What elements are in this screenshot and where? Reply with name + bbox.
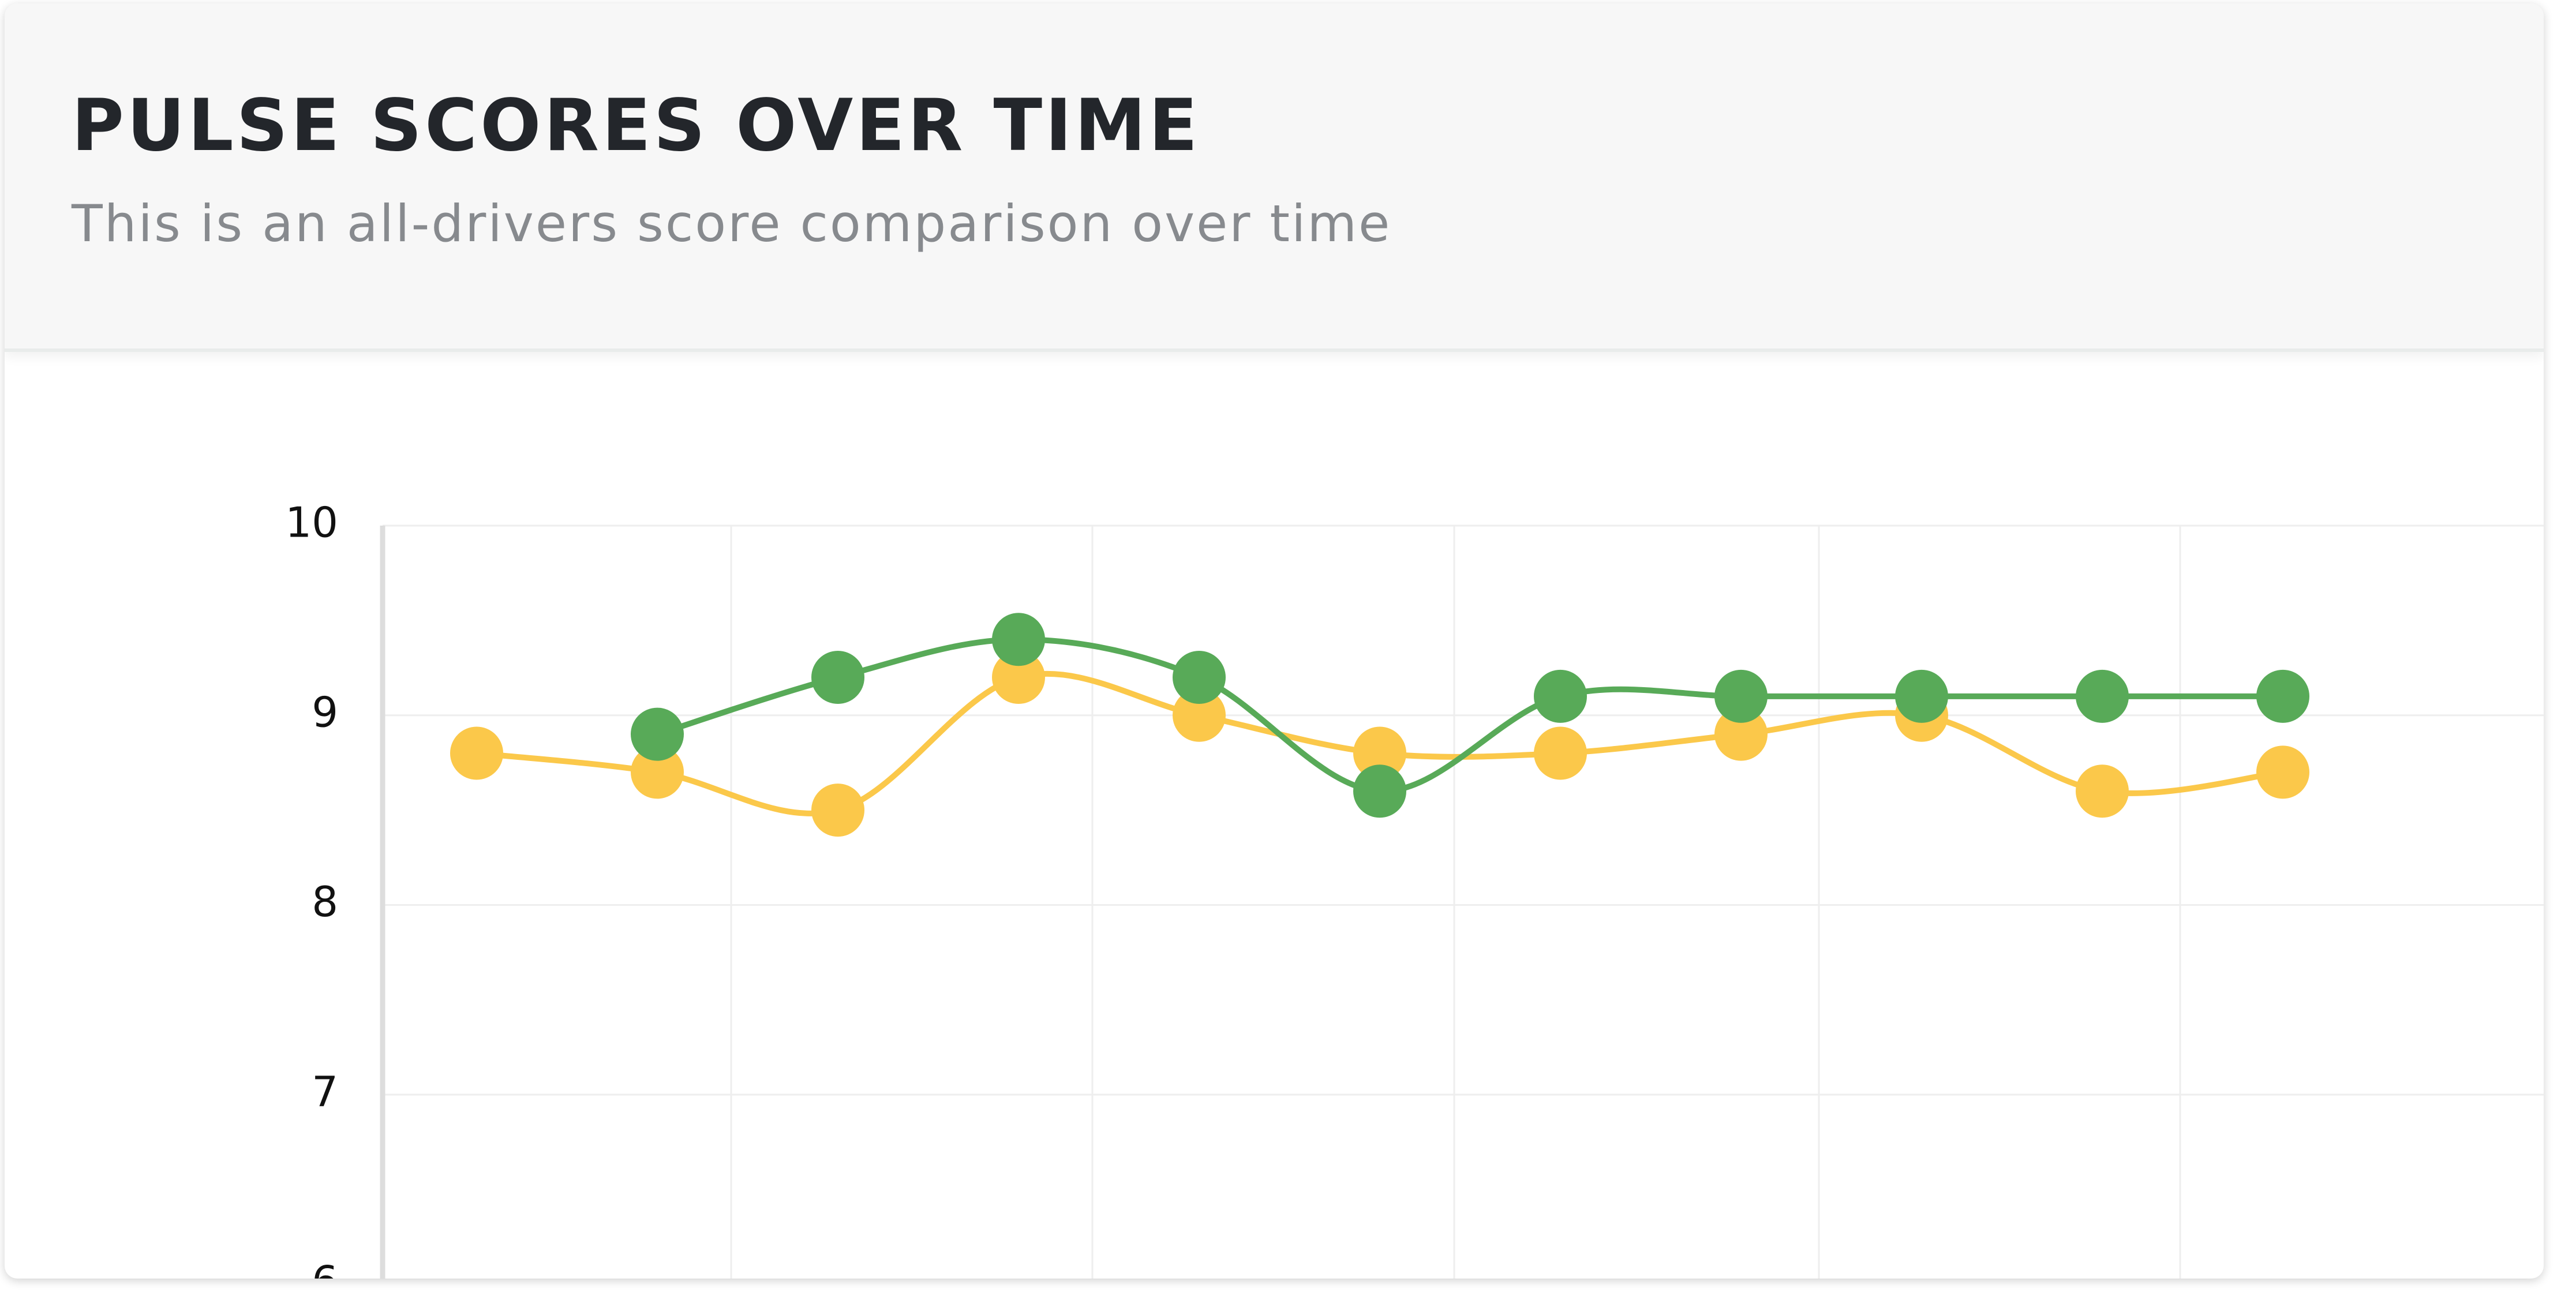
chart-subtitle: This is an all-drivers score comparison … <box>72 194 1392 253</box>
data-point <box>631 745 684 799</box>
series-line <box>656 636 2283 794</box>
data-point <box>2256 745 2309 799</box>
card: PULSE SCORES OVER TIME This is an all-dr… <box>5 3 2544 1279</box>
chart-title: PULSE SCORES OVER TIME <box>72 84 1201 167</box>
data-point <box>1353 726 1406 780</box>
data-point <box>1534 726 1587 780</box>
y-tick-label: 9 <box>312 688 338 736</box>
y-tick-label: 10 <box>285 498 338 547</box>
data-point <box>1714 707 1768 761</box>
y-tick-label: 8 <box>312 878 338 926</box>
data-point <box>2076 669 2129 723</box>
data-point <box>992 613 1045 666</box>
y-tick-label: 6 <box>312 1257 338 1279</box>
data-point <box>1714 669 1768 723</box>
data-point <box>811 651 864 704</box>
data-point <box>1895 669 1948 723</box>
data-point <box>1173 688 1226 742</box>
data-point <box>450 726 503 780</box>
data-point <box>811 784 864 837</box>
data-point <box>2076 764 2129 818</box>
data-point <box>1534 669 1587 723</box>
card-header: PULSE SCORES OVER TIME This is an all-dr… <box>5 3 2544 352</box>
data-point <box>631 707 684 761</box>
data-point <box>1173 651 1226 704</box>
chart: 10 9 8 7 6 <box>285 498 2544 1279</box>
y-tick-label: 7 <box>312 1067 338 1116</box>
data-point <box>1353 764 1406 818</box>
data-point <box>2256 669 2309 723</box>
data-point <box>992 651 1045 704</box>
